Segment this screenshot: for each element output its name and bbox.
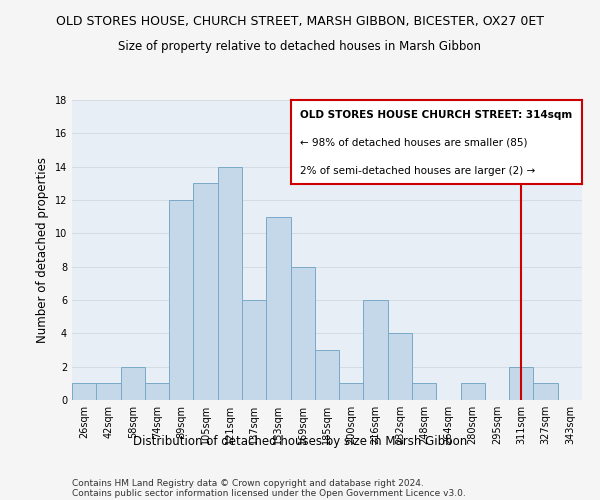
Bar [412, 384, 436, 400]
Bar [509, 366, 533, 400]
Bar [461, 384, 485, 400]
Text: Contains HM Land Registry data © Crown copyright and database right 2024.: Contains HM Land Registry data © Crown c… [72, 478, 424, 488]
Bar [388, 334, 412, 400]
Text: Size of property relative to detached houses in Marsh Gibbon: Size of property relative to detached ho… [119, 40, 482, 53]
Bar [145, 384, 169, 400]
Bar [193, 184, 218, 400]
Bar [218, 166, 242, 400]
Bar [290, 266, 315, 400]
Bar [266, 216, 290, 400]
Bar [121, 366, 145, 400]
Bar [339, 384, 364, 400]
Bar [364, 300, 388, 400]
Bar [169, 200, 193, 400]
Bar [315, 350, 339, 400]
Bar [72, 384, 96, 400]
Bar [242, 300, 266, 400]
Bar [96, 384, 121, 400]
Text: Contains public sector information licensed under the Open Government Licence v3: Contains public sector information licen… [72, 488, 466, 498]
Y-axis label: Number of detached properties: Number of detached properties [36, 157, 49, 343]
Text: Distribution of detached houses by size in Marsh Gibbon: Distribution of detached houses by size … [133, 435, 467, 448]
Bar [533, 384, 558, 400]
Text: OLD STORES HOUSE, CHURCH STREET, MARSH GIBBON, BICESTER, OX27 0ET: OLD STORES HOUSE, CHURCH STREET, MARSH G… [56, 15, 544, 28]
